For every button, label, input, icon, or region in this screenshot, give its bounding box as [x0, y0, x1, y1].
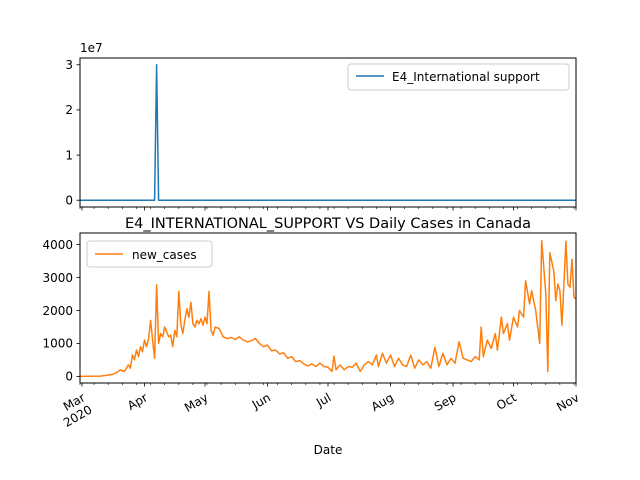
bottom-legend-label: new_cases [132, 248, 197, 262]
top-legend-label: E4_International support [392, 70, 540, 84]
top-legend-box [347, 63, 570, 91]
top-y-tick-label: 0 [65, 194, 73, 208]
bottom-legend-box [86, 240, 213, 268]
bottom-y-tick-label: 0 [65, 370, 73, 384]
top-y-tick-label: 1 [65, 148, 73, 162]
bottom-legend: new_cases [86, 240, 213, 268]
top-ticks: 0 1 2 3 [65, 58, 577, 211]
bottom-y-tick-label: 4000 [42, 238, 73, 252]
top-y-offset-label: 1e7 [80, 41, 103, 55]
top-y-tick-label: 2 [65, 103, 73, 117]
top-series-lines [80, 64, 576, 201]
top-legend: E4_International support [347, 63, 570, 91]
bottom-x-axis-label: Date [314, 443, 343, 457]
bottom-y-tick-label: 2000 [42, 304, 73, 318]
bottom-y-tick-label: 1000 [42, 337, 73, 351]
bottom-chart-title: E4_INTERNATIONAL_SUPPORT VS Daily Cases … [125, 216, 531, 232]
top-series-line-0 [80, 64, 576, 201]
bottom-series-line-0 [79, 239, 577, 378]
top-y-tick-label: 3 [65, 58, 73, 72]
bottom-y-tick-label: 3000 [42, 271, 73, 285]
bottom-x-tick-label: Jul [313, 390, 333, 410]
bottom-series-lines [79, 239, 577, 378]
top-axes: 0 1 2 3 1e7 E4_International support [65, 41, 577, 211]
